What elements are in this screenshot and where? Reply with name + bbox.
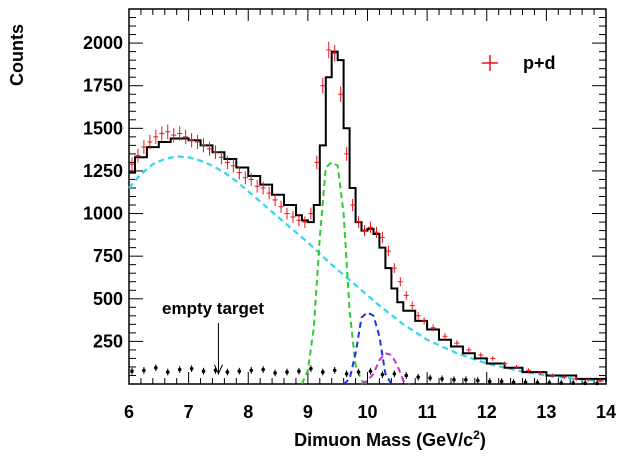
empty-target-point [499, 379, 504, 384]
empty-target-point [249, 368, 254, 373]
axis-ticks [128, 9, 607, 384]
series-continuum [128, 155, 607, 383]
empty-target-point [356, 370, 361, 374]
series-layer [128, 41, 607, 386]
empty-target-point [142, 368, 146, 373]
x-axis-title-sup: 2 [473, 428, 480, 442]
y-tick-label: 1750 [83, 76, 123, 96]
empty-target-point [487, 379, 492, 384]
empty-target-point [511, 380, 516, 385]
series-upsilon-3s [361, 352, 410, 385]
empty-target-point [571, 381, 576, 385]
empty-target-point [523, 380, 528, 385]
empty-target-point [237, 369, 242, 374]
empty-target-point [189, 366, 194, 371]
empty-target-point [177, 367, 182, 372]
empty-target-point [165, 370, 170, 374]
y-tick-labels: 250 500 750 1000 1250 1500 1750 2000 [83, 33, 123, 351]
y-axis-title: Counts [7, 24, 27, 86]
y-tick-label: 750 [93, 246, 123, 266]
empty-target-point [595, 381, 599, 386]
empty-target-point [297, 369, 301, 374]
legend-label: p+d [523, 53, 556, 73]
empty-target-point [452, 377, 456, 382]
empty-target-point [404, 373, 409, 378]
x-tick-label: 9 [303, 402, 313, 422]
empty-target-point [416, 375, 420, 379]
annotation: empty target [162, 299, 264, 376]
empty-target-point [320, 370, 325, 374]
x-tick-label: 14 [596, 402, 616, 422]
x-tick-label: 6 [124, 402, 134, 422]
x-tick-label: 10 [357, 402, 377, 422]
empty-target-point [344, 371, 349, 376]
empty-target-point [201, 369, 206, 374]
empty-target-point [309, 366, 313, 371]
x-tick-label: 11 [418, 402, 437, 422]
y-tick-label: 250 [93, 331, 123, 351]
y-tick-label: 500 [93, 289, 123, 309]
empty-target-point [440, 377, 444, 381]
empty-target-point [559, 381, 564, 385]
x-axis-title-close: ) [480, 430, 486, 450]
empty-target-point [332, 368, 337, 373]
annotation-text: empty target [162, 299, 264, 318]
annotation-arrow-head [213, 364, 223, 376]
x-tick-labels: 6 7 8 9 10 11 12 13 14 [124, 402, 616, 422]
empty-target-point [225, 370, 230, 374]
y-tick-label: 1000 [83, 204, 123, 224]
empty-target-point [130, 369, 134, 374]
y-tick-label: 1500 [83, 118, 123, 138]
empty-target-point [261, 367, 265, 372]
empty-target-point [583, 381, 587, 386]
empty-target-point [392, 371, 397, 376]
empty-target-point [154, 366, 158, 370]
legend: p+d [482, 53, 556, 73]
empty-target-point [273, 371, 277, 375]
x-tick-label: 13 [536, 402, 556, 422]
x-tick-label: 8 [243, 402, 253, 422]
x-tick-label: 7 [184, 402, 194, 422]
y-tick-label: 1250 [83, 161, 123, 181]
empty-target-point [368, 369, 373, 374]
series-total-fit [129, 50, 607, 382]
y-tick-label: 2000 [83, 33, 123, 53]
empty-target-point [380, 372, 385, 377]
x-axis-title: Dimuon Mass (GeV/c2) [294, 428, 486, 450]
series-p-d [129, 41, 603, 383]
x-axis-title-main: Dimuon Mass (GeV/c [294, 430, 473, 450]
empty-target-point [428, 376, 432, 380]
x-tick-label: 12 [477, 402, 497, 422]
empty-target-point [285, 370, 289, 374]
empty-target-point [547, 381, 552, 385]
empty-target-point [476, 378, 480, 383]
series-empty-target [130, 364, 599, 386]
series-upsilon-1s [300, 161, 368, 385]
empty-target-point [535, 380, 540, 385]
series-upsilon-2s [342, 311, 393, 385]
empty-target-point [464, 377, 468, 382]
